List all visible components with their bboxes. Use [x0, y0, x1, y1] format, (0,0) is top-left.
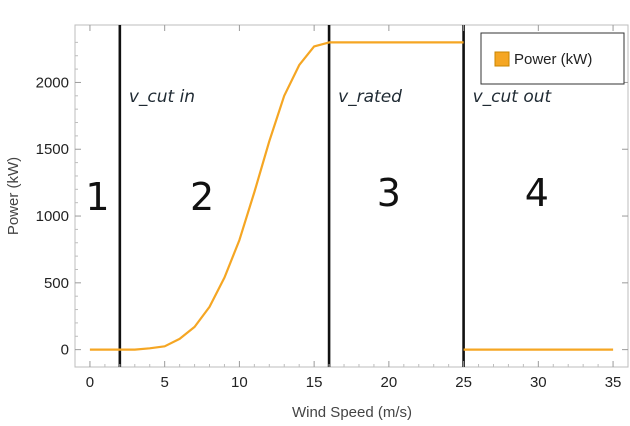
legend: Power (kW)	[480, 32, 625, 85]
x-tick-label: 15	[306, 374, 323, 391]
region-number-label: 2	[190, 175, 214, 219]
y-tick-label: 2000	[36, 74, 69, 91]
vertical-lines	[118, 25, 465, 367]
legend-swatch	[494, 51, 510, 67]
x-tick-label: 5	[161, 374, 169, 391]
region-number-label: 1	[85, 175, 109, 219]
region-number-label: 4	[525, 171, 549, 215]
region-labels: 1 2 3 4	[85, 171, 549, 219]
y-tick-label: 500	[44, 275, 69, 292]
x-axis-title: Wind Speed (m/s)	[292, 404, 412, 421]
x-axis-ticks: 0 5 10 15 20 25 30 35	[86, 25, 622, 391]
x-tick-label: 30	[530, 374, 547, 391]
x-tick-label: 25	[455, 374, 472, 391]
vertical-marker-label: v_cut out	[473, 87, 553, 107]
y-tick-label: 0	[61, 342, 69, 359]
y-tick-label: 1500	[36, 141, 69, 158]
x-tick-label: 10	[231, 374, 248, 391]
x-tick-label: 20	[381, 374, 398, 391]
x-tick-label: 0	[86, 374, 94, 391]
power-curve-line	[89, 41, 464, 351]
vertical-marker-label: v_cut in	[129, 87, 195, 107]
plot-area-border	[74, 24, 629, 368]
y-tick-label: 1000	[36, 208, 69, 225]
region-number-label: 3	[377, 171, 401, 215]
vertical-marker-label: v_rated	[338, 87, 402, 107]
plot-frame	[74, 24, 629, 368]
y-axis-ticks: 0 500 1000 1500 2000	[36, 41, 628, 359]
series-lines	[89, 41, 614, 351]
x-tick-label: 35	[605, 374, 622, 391]
annotations: v_cut in v_rated v_cut out	[129, 87, 553, 107]
legend-label: Power (kW)	[514, 51, 592, 68]
y-axis-title: Power (kW)	[5, 157, 22, 235]
